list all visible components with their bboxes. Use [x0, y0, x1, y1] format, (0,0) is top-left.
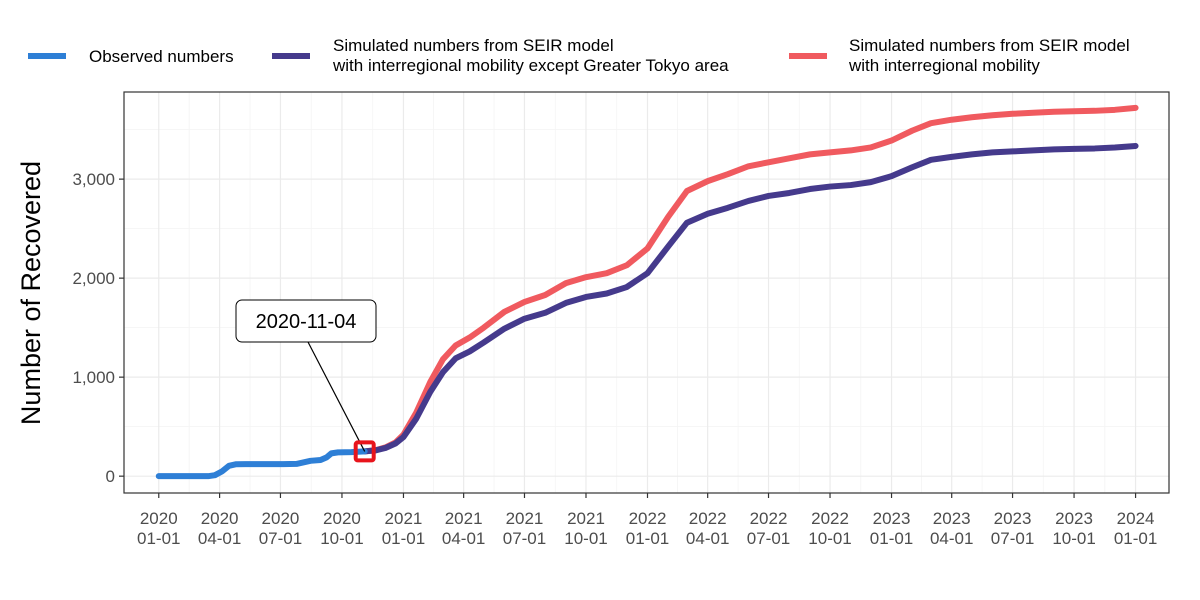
x-tick-label: 2020 04-01 [198, 509, 241, 548]
series-line-observed [155, 448, 368, 480]
x-tick-label: 2023 01-01 [870, 509, 913, 548]
x-tick-label: 2021 07-01 [503, 509, 546, 548]
y-tick-label: 1,000 [72, 368, 115, 387]
legend-label-with-mobility: Simulated numbers from SEIR model with in… [848, 36, 1130, 75]
x-tick-label: 2022 07-01 [747, 509, 790, 548]
y-axis-label: Number of Recovered [16, 161, 46, 425]
y-axis: 0 1,000 2,000 3,000 [72, 170, 124, 486]
annotation-leader-line [307, 341, 366, 452]
x-tick-label: 2021 10-01 [564, 509, 607, 548]
x-tick-label: 2021 04-01 [442, 509, 485, 548]
plot-border [123, 91, 1170, 494]
x-tick-label: 2023 07-01 [991, 509, 1034, 548]
x-tick-label: 2024 01-01 [1114, 509, 1157, 548]
legend-label-observed: Observed numbers [89, 47, 234, 66]
x-tick-label: 2020 10-01 [320, 509, 363, 548]
legend: Observed numbers Simulated numbers from … [28, 36, 1130, 75]
series-line-with-mobility [361, 104, 1139, 455]
plot-area [123, 91, 1170, 494]
x-tick-label: 2023 10-01 [1052, 509, 1095, 548]
annotation-marker [353, 440, 376, 463]
y-tick-label: 0 [106, 467, 115, 486]
annotation-label-box [235, 299, 377, 343]
y-tick-label: 2,000 [72, 269, 115, 288]
annotation-label: 2020-11-04 [256, 311, 357, 333]
x-tick-label: 2023 04-01 [930, 509, 973, 548]
y-tick-label: 3,000 [72, 170, 115, 189]
annotation: 2020-11-04 [235, 299, 377, 463]
x-tick-label: 2022 10-01 [808, 509, 851, 548]
legend-label-except-tokyo: Simulated numbers from SEIR model with in… [332, 36, 729, 75]
x-axis: 2020 01-01 2020 04-01 2020 07-01 2020 10-01 2021… [137, 493, 1157, 548]
x-tick-label: 2020 01-01 [137, 509, 180, 548]
x-tick-label: 2021 01-01 [382, 509, 425, 548]
x-tick-label: 2022 04-01 [686, 509, 729, 548]
x-tick-label: 2022 01-01 [626, 509, 669, 548]
series-line-except-tokyo [361, 142, 1139, 455]
x-tick-label: 2020 07-01 [259, 509, 302, 548]
